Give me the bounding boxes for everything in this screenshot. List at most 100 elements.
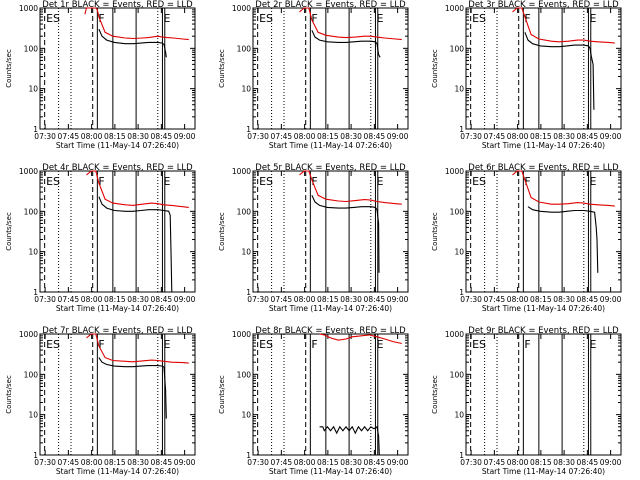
y-axis-label: Counts/sec xyxy=(431,49,439,88)
y-tick-label: 1 xyxy=(33,125,38,134)
x-tick-label: 09:00 xyxy=(600,458,622,467)
marker-label-es: ES xyxy=(472,12,486,25)
y-tick-label: 1 xyxy=(33,451,38,460)
x-tick-label: 08:00 xyxy=(294,295,316,304)
plot-frame xyxy=(465,7,622,130)
chart-panel-9: Det 9r BLACK = Events, RED = LLD 1 10 100 10… xyxy=(431,326,622,476)
x-axis-label: Start Time (11-May-14 07:26:40) xyxy=(482,304,605,313)
y-tick-label: 100 xyxy=(24,370,39,379)
marker-label-f: F xyxy=(311,175,317,188)
marker-label-f: F xyxy=(311,12,317,25)
x-tick-label: 09:00 xyxy=(174,458,196,467)
marker-label-f: F xyxy=(524,175,530,188)
series-black-events xyxy=(311,30,381,58)
x-tick-label: 09:00 xyxy=(387,132,409,141)
plot-frame xyxy=(465,170,622,293)
y-axis-label: Counts/sec xyxy=(5,375,13,414)
chart-title: Det 5r BLACK = Events, RED = LLD xyxy=(255,163,406,173)
x-tick-label: 07:45 xyxy=(58,458,80,467)
marker-label-e: E xyxy=(589,12,596,25)
y-axis-label: Counts/sec xyxy=(5,49,13,88)
y-axis-label: Counts/sec xyxy=(218,375,226,414)
plot-frame xyxy=(252,170,409,293)
x-tick-label: 09:00 xyxy=(600,295,622,304)
chart-panel-8: Det 8r BLACK = Events, RED = LLD 1 10 100 10… xyxy=(218,326,409,476)
x-tick-label: 08:00 xyxy=(294,132,316,141)
chart-title: Det 4r BLACK = Events, RED = LLD xyxy=(42,163,193,173)
x-tick-label: 08:00 xyxy=(294,458,316,467)
x-tick-label: 08:45 xyxy=(151,458,173,467)
y-tick-label: 100 xyxy=(24,207,39,216)
y-tick-label: 10 xyxy=(241,85,251,94)
marker-label-es: ES xyxy=(46,175,60,188)
x-tick-label: 09:00 xyxy=(387,295,409,304)
chart-panel-1: Det 1r BLACK = Events, RED = LLD 1 10 100 10… xyxy=(5,0,196,150)
y-tick-label: 1000 xyxy=(445,330,464,339)
marker-label-e: E xyxy=(376,12,383,25)
x-tick-label: 07:30 xyxy=(460,132,482,141)
y-tick-label: 1000 xyxy=(232,167,251,176)
x-tick-label: 08:00 xyxy=(81,458,103,467)
series-black-events xyxy=(527,206,599,273)
y-tick-label: 1 xyxy=(246,125,251,134)
x-axis-label: Start Time (11-May-14 07:26:40) xyxy=(482,467,605,476)
marker-label-e: E xyxy=(589,175,596,188)
y-tick-label: 1 xyxy=(459,288,464,297)
x-tick-label: 08:15 xyxy=(530,132,552,141)
y-tick-label: 1000 xyxy=(232,4,251,13)
y-axis-label: Counts/sec xyxy=(218,212,226,251)
y-axis-label: Counts/sec xyxy=(431,212,439,251)
x-tick-label: 08:15 xyxy=(317,132,339,141)
series-black-events xyxy=(98,357,167,419)
x-axis-label: Start Time (11-May-14 07:26:40) xyxy=(269,304,392,313)
x-tick-label: 07:45 xyxy=(58,132,80,141)
y-tick-label: 100 xyxy=(450,207,465,216)
marker-label-f: F xyxy=(524,338,530,351)
x-tick-label: 07:30 xyxy=(34,295,56,304)
y-tick-label: 100 xyxy=(450,44,465,53)
series-black-events xyxy=(98,28,167,58)
chart-panel-3: Det 3r BLACK = Events, RED = LLD 1 10 100 10… xyxy=(431,0,622,150)
x-tick-label: 09:00 xyxy=(600,132,622,141)
x-tick-label: 08:30 xyxy=(127,132,149,141)
marker-label-f: F xyxy=(98,175,104,188)
y-tick-label: 100 xyxy=(24,44,39,53)
chart-title: Det 6r BLACK = Events, RED = LLD xyxy=(468,163,619,173)
x-tick-label: 08:15 xyxy=(104,132,126,141)
y-tick-label: 1000 xyxy=(232,330,251,339)
chart-panel-5: Det 5r BLACK = Events, RED = LLD 1 10 100 10… xyxy=(218,163,409,313)
y-tick-label: 1 xyxy=(459,125,464,134)
x-tick-label: 08:30 xyxy=(553,132,575,141)
y-tick-label: 1000 xyxy=(19,330,38,339)
y-axis-label: Counts/sec xyxy=(218,49,226,88)
y-tick-label: 1 xyxy=(459,451,464,460)
y-tick-label: 1 xyxy=(33,288,38,297)
y-tick-label: 10 xyxy=(28,85,38,94)
x-axis-label: Start Time (11-May-14 07:26:40) xyxy=(56,141,179,150)
x-tick-label: 07:45 xyxy=(58,295,80,304)
chart-title: Det 9r BLACK = Events, RED = LLD xyxy=(468,326,619,336)
x-tick-label: 08:15 xyxy=(530,458,552,467)
series-red-lld xyxy=(299,170,402,205)
series-red-lld xyxy=(319,333,402,345)
y-tick-label: 100 xyxy=(237,44,252,53)
x-tick-label: 08:00 xyxy=(507,132,529,141)
x-tick-label: 08:45 xyxy=(151,295,173,304)
marker-label-e: E xyxy=(163,12,170,25)
x-tick-label: 08:30 xyxy=(553,295,575,304)
marker-label-es: ES xyxy=(472,338,486,351)
x-tick-label: 08:30 xyxy=(340,132,362,141)
x-tick-label: 08:15 xyxy=(104,295,126,304)
chart-panel-4: Det 4r BLACK = Events, RED = LLD 1 10 100 10… xyxy=(5,163,196,313)
x-tick-label: 07:45 xyxy=(271,295,293,304)
marker-label-es: ES xyxy=(259,175,273,188)
marker-label-e: E xyxy=(163,175,170,188)
x-tick-label: 08:30 xyxy=(340,458,362,467)
x-tick-label: 08:30 xyxy=(127,295,149,304)
chart-panel-7: Det 7r BLACK = Events, RED = LLD 1 10 100 10… xyxy=(5,326,196,476)
x-tick-label: 07:45 xyxy=(484,458,506,467)
x-axis-label: Start Time (11-May-14 07:26:40) xyxy=(56,467,179,476)
x-tick-label: 07:30 xyxy=(247,458,269,467)
plot-frame xyxy=(39,7,196,130)
